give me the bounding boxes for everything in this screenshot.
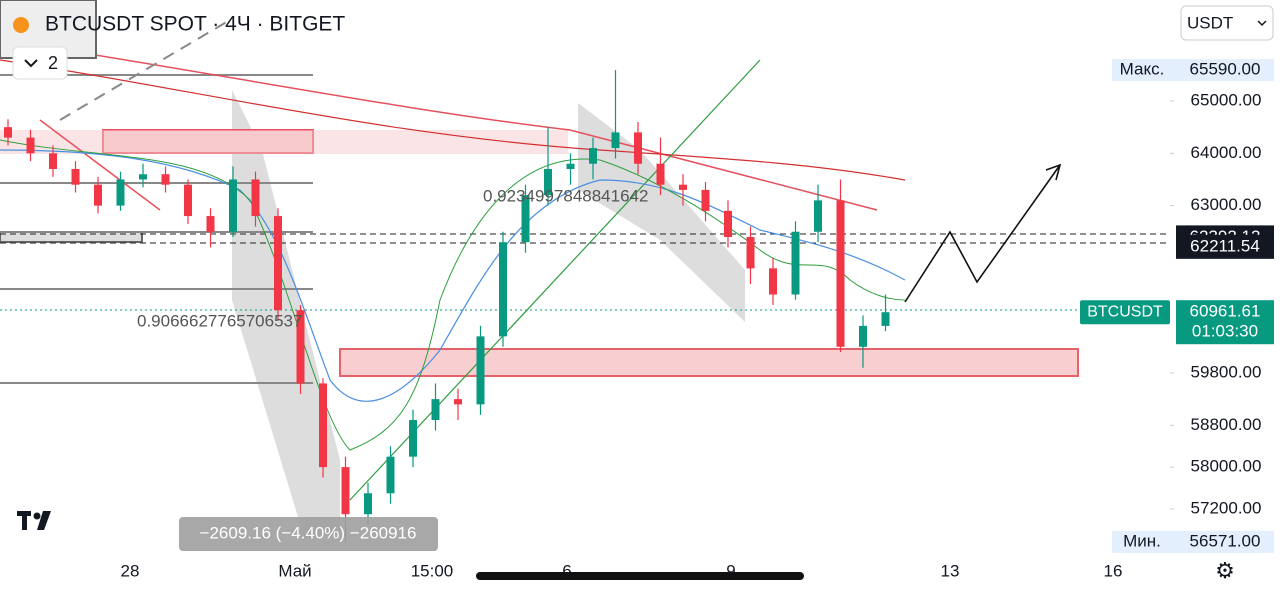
currency: USDT [1187, 13, 1233, 32]
price-axis [1170, 0, 1280, 560]
candle-body [49, 153, 57, 169]
high-tag [1112, 59, 1274, 82]
price-label: 58800.00 [1191, 415, 1262, 434]
time-label: 28 [121, 561, 140, 580]
candle-body [679, 184, 687, 190]
candle-body [589, 148, 597, 164]
price-label: 57200.00 [1191, 498, 1262, 517]
countdown: 01:03:30 [1192, 322, 1258, 341]
candle-body [206, 216, 215, 232]
candle-body [454, 399, 462, 405]
candle-body [229, 179, 237, 232]
time-label: 9 [726, 561, 735, 580]
candle-body [724, 210, 732, 237]
zone [339, 348, 1079, 377]
candle-body [116, 179, 125, 206]
price-marker [1176, 234, 1274, 259]
candle-body [431, 399, 440, 421]
layers-button[interactable] [12, 46, 68, 80]
candle-body [4, 127, 12, 138]
candle-body [791, 231, 800, 295]
time-label: 13 [941, 561, 960, 580]
candle-body [769, 268, 777, 295]
time-axis: 28 Май 15:00 6 9 13 16 [121, 561, 1123, 580]
high-caption: Макс. [1120, 60, 1165, 79]
candle-body [499, 242, 507, 337]
candle-body [859, 325, 867, 347]
candle-body [71, 168, 80, 185]
symbol-tag [1080, 300, 1170, 325]
drawings [0, 0, 1170, 540]
chevron [1257, 20, 1267, 27]
axis-labels: 65000.00 64000.00 63000.00 59800.00 58800.00… [1080, 59, 1274, 553]
candle-body [341, 467, 350, 515]
candle-body [296, 310, 305, 384]
low-tag [1112, 530, 1274, 553]
symbol-label: BTCUSDT [1087, 303, 1163, 320]
candle-body [611, 132, 620, 149]
channel [578, 103, 745, 322]
measure-box [179, 517, 438, 551]
time-label: Май [278, 561, 311, 580]
time-label: 15:00 [411, 561, 454, 580]
candle-body [274, 216, 282, 311]
high-value: 65590.00 [1190, 60, 1261, 79]
candle-body [701, 189, 710, 211]
candles [4, 70, 890, 542]
candle-body [26, 137, 35, 154]
coin-icon [13, 17, 29, 33]
price-label: 58000.00 [1191, 457, 1262, 476]
candle-body [409, 420, 417, 457]
zone [0, 130, 568, 154]
candle-body [319, 383, 327, 468]
candle-body [521, 195, 530, 243]
candle-body [566, 163, 575, 169]
candle-body [364, 493, 372, 515]
time-label: 16 [1104, 561, 1123, 580]
candle-body [184, 184, 192, 217]
candle-body [634, 132, 642, 164]
candle-body [836, 200, 845, 347]
candle-body [881, 312, 890, 326]
price-label: 63000.00 [1191, 195, 1262, 214]
measure-label: −2609.16 (−4.40%) −260916 [200, 523, 417, 542]
price-label: 65000.00 [1191, 90, 1262, 109]
tv-logo [17, 511, 51, 530]
symbol-title: BTCUSDT SPOT · 4Ч · BITGET [45, 13, 345, 36]
layers-count: 2 [48, 53, 58, 73]
chevron [24, 59, 38, 68]
fib-annotation: 0.9066627765706537 [137, 311, 302, 330]
last-price: 60961.61 [1190, 302, 1261, 321]
candle-body [161, 174, 170, 185]
candle-body [386, 456, 395, 494]
currency-select[interactable] [1180, 5, 1274, 41]
price-marker-label: 62211.54 [1190, 236, 1260, 255]
candle-body [94, 184, 102, 206]
scroll-bar[interactable] [476, 572, 804, 580]
candle-body [139, 174, 147, 180]
candle-body [814, 200, 822, 232]
candle-body [251, 179, 260, 217]
low-caption: Мин. [1123, 531, 1161, 550]
candle-body [656, 163, 665, 185]
time-label: 6 [562, 561, 571, 580]
fib-annotation: 0.9234997848841642 [483, 186, 648, 205]
candle-body [476, 336, 485, 405]
last-price-tag [1176, 300, 1274, 345]
candle-body [544, 168, 552, 196]
candle-body [746, 236, 755, 269]
price-label: 64000.00 [1191, 143, 1262, 162]
low-value: 56571.00 [1190, 531, 1261, 550]
price-label: 59800.00 [1191, 362, 1262, 381]
settings-icon[interactable]: ⚙ [1215, 558, 1235, 583]
